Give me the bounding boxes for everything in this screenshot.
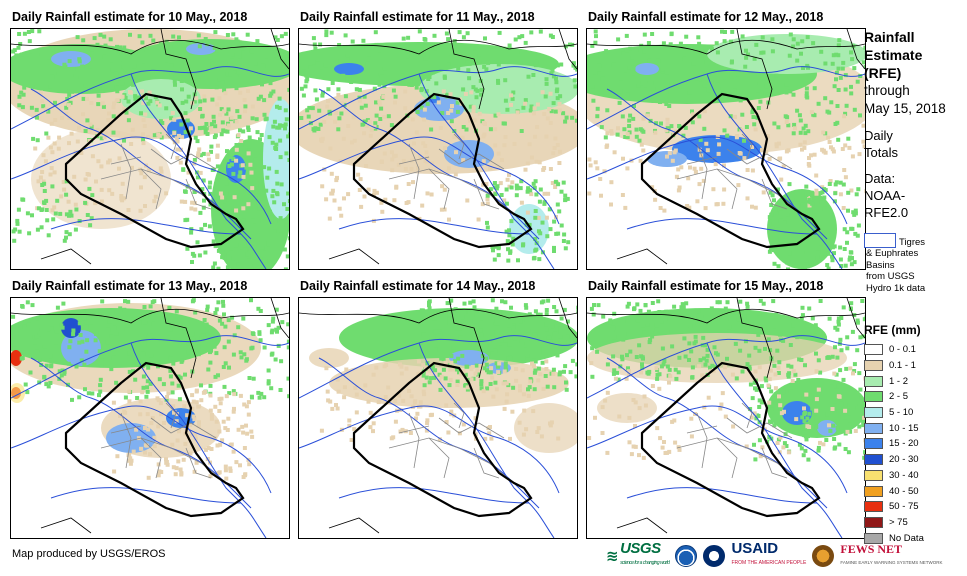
legend-item: 0 - 0.1: [864, 342, 967, 358]
legend-swatch: [864, 469, 883, 481]
data-source-line: RFE2.0: [864, 205, 909, 220]
map-panel-15-may: Daily Rainfall estimate for 15 May., 201…: [576, 279, 866, 541]
legend-item: 50 - 75: [864, 499, 967, 515]
legend-label: 2 - 5: [889, 391, 909, 403]
fews-globe-icon: [812, 545, 835, 567]
legend-label: 0 - 0.1: [889, 344, 916, 356]
legend-label: > 75: [889, 516, 908, 528]
legend-label: 15 - 20: [889, 438, 919, 450]
legend-label: 20 - 30: [889, 454, 919, 466]
data-source: Data: NOAA- RFE2.0: [864, 170, 967, 221]
legend-rows: 0 - 0.1 0.1 - 1 1 - 2 2 - 5 5 - 10 10 - 15 15 …: [864, 342, 967, 546]
usgs-wordmark: USGS: [620, 540, 661, 557]
rainfall-map: [10, 297, 290, 539]
aggregation-line: Daily: [864, 128, 893, 143]
legend-label: 40 - 50: [889, 485, 919, 497]
period-line: May 15, 2018: [864, 101, 946, 116]
data-source-line: Data:: [864, 171, 896, 186]
legend-item: > 75: [864, 515, 967, 531]
legend-swatch: [864, 407, 883, 419]
legend-label: 5 - 10: [889, 407, 914, 419]
legend-label: 1 - 2: [889, 375, 909, 387]
legend-swatch: [864, 532, 883, 544]
legend-item: 15 - 20: [864, 436, 967, 452]
usaid-tagline: FROM THE AMERICAN PEOPLE: [731, 560, 807, 566]
panel-title: Daily Rainfall estimate for 10 May., 201…: [12, 10, 248, 24]
rainfall-map: [298, 28, 578, 270]
legend-item: 0.1 - 1: [864, 358, 967, 374]
basin-key-line: Tigres: [899, 237, 926, 248]
legend-swatch: [864, 501, 883, 513]
usaid-seal-icon: [703, 545, 726, 567]
legend-item: 5 - 10: [864, 405, 967, 421]
aggregation-line: Totals: [864, 145, 898, 160]
map-panel-12-may: Daily Rainfall estimate for 12 May., 201…: [576, 10, 866, 272]
legend-item: No Data: [864, 530, 967, 546]
panel-title: Daily Rainfall estimate for 15 May., 201…: [588, 279, 824, 293]
legend-swatch: [864, 375, 883, 387]
panel-title: Daily Rainfall estimate for 14 May., 201…: [300, 279, 536, 293]
legend-label: 30 - 40: [889, 469, 919, 481]
basin-legend: Tigres & Euphrates Basins from USGS Hydr…: [864, 233, 967, 294]
legend-swatch: [864, 454, 883, 466]
usaid-wordmark: USAID: [731, 540, 779, 557]
map-panel-10-may: Daily Rainfall estimate for 10 May., 201…: [0, 10, 290, 272]
basin-swatch: [864, 233, 896, 248]
legend-item: 30 - 40: [864, 468, 967, 484]
usgs-mark-icon: ≋: [606, 548, 619, 565]
map-panel-13-may: Daily Rainfall estimate for 13 May., 201…: [0, 279, 290, 541]
legend-swatch: [864, 360, 883, 372]
legend-label: 10 - 15: [889, 422, 919, 434]
basin-key-line: from USGS: [866, 271, 915, 282]
legend-swatch: [864, 438, 883, 450]
legend-swatch: [864, 485, 883, 497]
map-description: Rainfall Estimate (RFE) through May 15, …: [864, 28, 967, 221]
noaa-logo-icon: [675, 545, 698, 567]
legend-label: No Data: [889, 532, 924, 544]
partner-logos: ≋ USGS science for a changing world USAI…: [606, 541, 943, 571]
legend-swatch: [864, 391, 883, 403]
panel-title: Daily Rainfall estimate for 11 May., 201…: [300, 10, 535, 24]
data-source-line: NOAA-: [864, 188, 906, 203]
legend-item: 20 - 30: [864, 452, 967, 468]
legend-swatch: [864, 344, 883, 356]
product-title-line: (RFE): [864, 65, 902, 81]
legend-swatch: [864, 422, 883, 434]
map-panel-11-may: Daily Rainfall estimate for 11 May., 201…: [288, 10, 578, 272]
panel-title: Daily Rainfall estimate for 13 May., 201…: [12, 279, 248, 293]
product-title-line: Rainfall: [864, 29, 915, 45]
legend-label: 0.1 - 1: [889, 360, 916, 372]
legend-item: 10 - 15: [864, 420, 967, 436]
fews-net-logo: FEWS NET FAMINE EARLY WARNING SYSTEMS NE…: [840, 543, 942, 569]
usgs-tagline: science for a changing world: [620, 560, 670, 566]
aggregation-label: Daily Totals: [864, 127, 967, 161]
legend-item: 1 - 2: [864, 373, 967, 389]
rainfall-map: [10, 28, 290, 270]
basin-key-line: & Euphrates: [866, 248, 919, 259]
period-line: through: [864, 83, 910, 98]
rainfall-map: [586, 297, 866, 539]
map-credit: Map produced by USGS/EROS: [12, 548, 166, 560]
rfe-legend: RFE (mm) 0 - 0.1 0.1 - 1 1 - 2 2 - 5 5 - 10 1…: [864, 323, 967, 546]
map-panel-14-may: Daily Rainfall estimate for 14 May., 201…: [288, 279, 578, 541]
legend-swatch: [864, 516, 883, 528]
legend-title: RFE (mm): [864, 323, 921, 337]
rainfall-map: [298, 297, 578, 539]
fews-tagline: FAMINE EARLY WARNING SYSTEMS NETWORK: [840, 560, 943, 565]
fews-wordmark: FEWS NET: [840, 542, 903, 556]
product-title-line: Estimate: [864, 47, 923, 63]
basin-key-line: Basins: [866, 259, 895, 271]
legend-item: 2 - 5: [864, 389, 967, 405]
rainfall-map: [586, 28, 866, 270]
panel-title: Daily Rainfall estimate for 12 May., 201…: [588, 10, 824, 24]
usgs-logo: ≋ USGS science for a changing world: [606, 540, 670, 570]
legend-label: 50 - 75: [889, 501, 919, 513]
usaid-logo: USAID FROM THE AMERICAN PEOPLE: [731, 541, 806, 571]
basin-key-line: Hydro 1k data: [866, 282, 926, 294]
legend-item: 40 - 50: [864, 483, 967, 499]
